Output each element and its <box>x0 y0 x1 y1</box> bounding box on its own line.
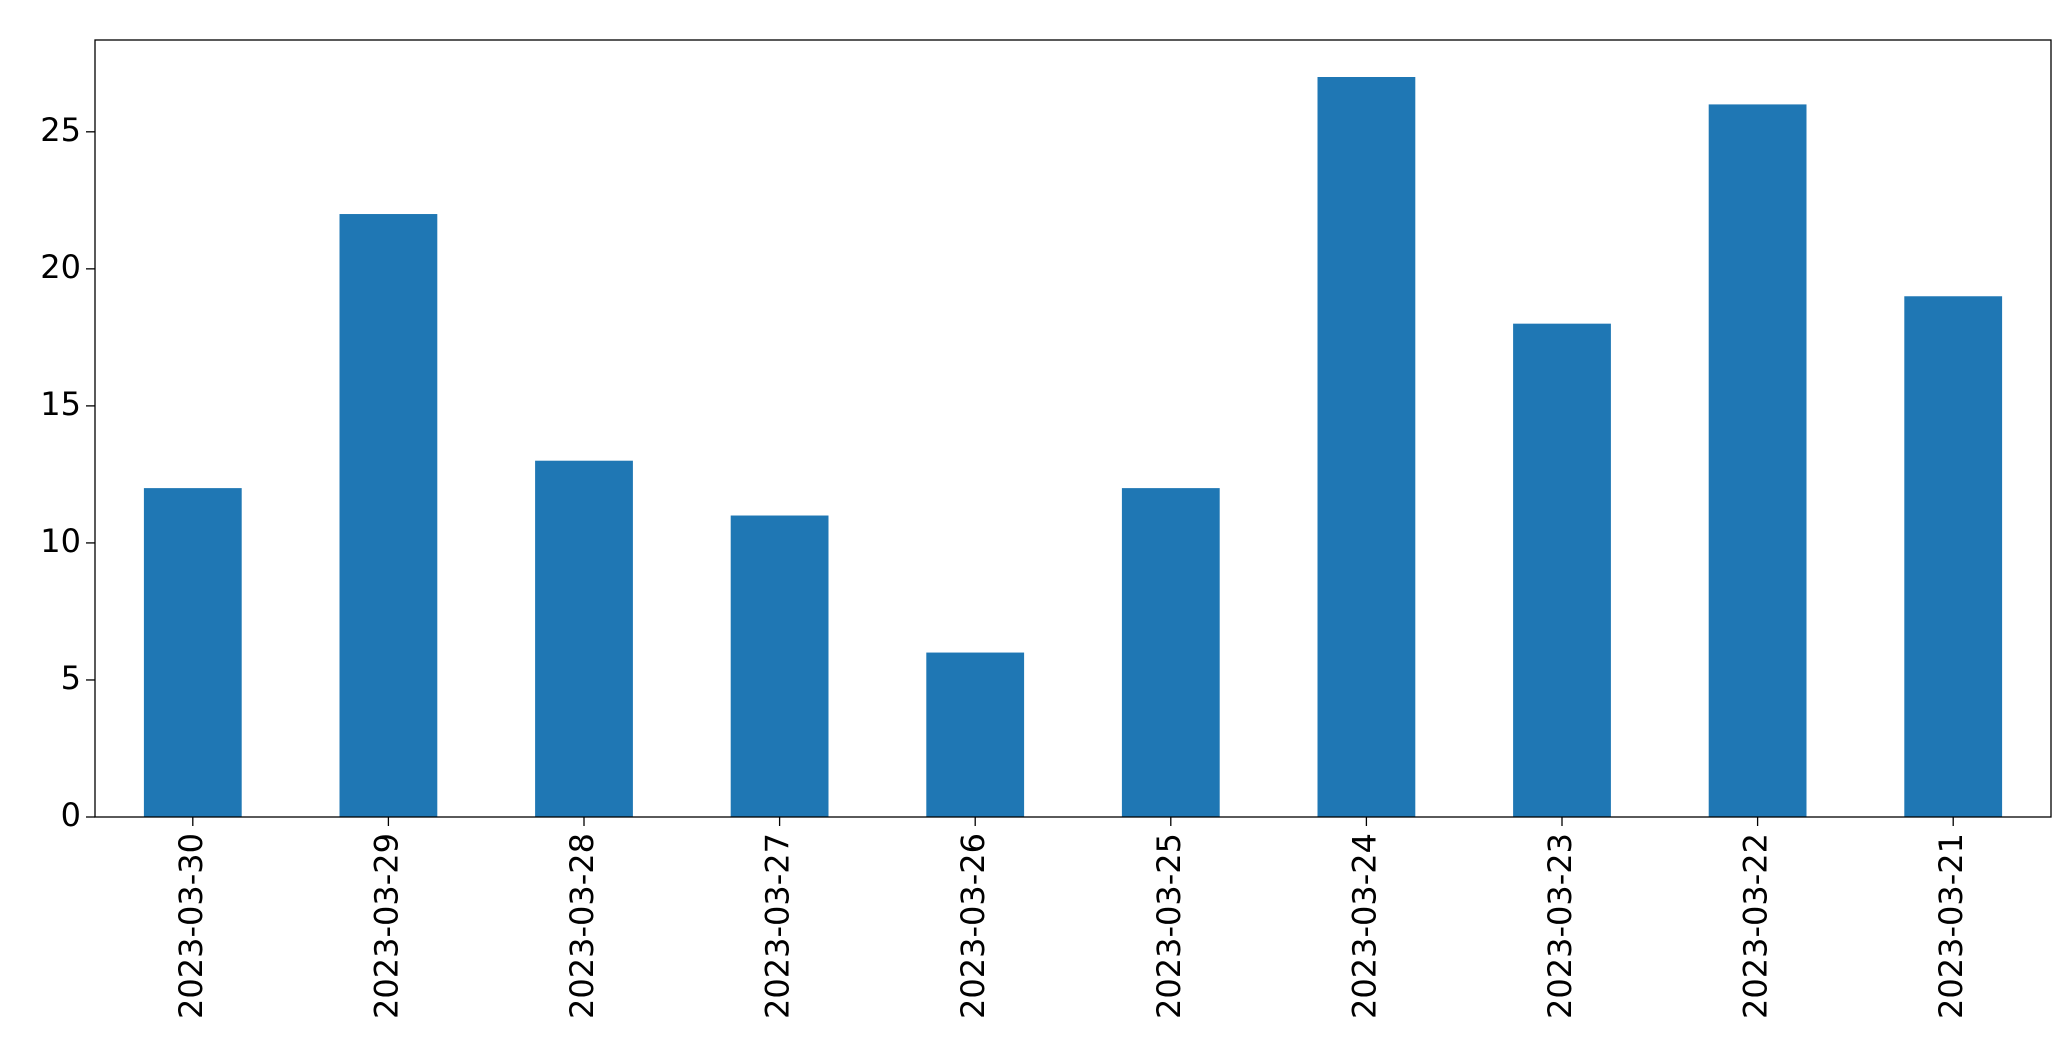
bar <box>1708 104 1807 817</box>
x-tick-label: 2023-03-24 <box>1345 833 1383 1019</box>
x-tick-label: 2023-03-27 <box>759 833 797 1019</box>
x-tick-label: 2023-03-30 <box>172 833 210 1019</box>
y-tick-label: 5 <box>61 659 81 697</box>
bar <box>535 460 633 817</box>
bar <box>1317 77 1416 817</box>
bar <box>926 652 1025 817</box>
x-tick-label: 2023-03-29 <box>367 833 405 1019</box>
bar <box>730 515 829 817</box>
axes-frame <box>94 39 2052 818</box>
y-tick-label: 0 <box>61 796 81 834</box>
bar <box>143 488 242 817</box>
y-tick-label: 15 <box>40 385 81 423</box>
y-tick-label: 25 <box>40 111 81 149</box>
x-tick-label: 2023-03-25 <box>1150 833 1188 1019</box>
x-tick-label: 2023-03-28 <box>563 833 601 1019</box>
bar <box>339 214 438 817</box>
bar <box>1121 488 1220 817</box>
x-tick-label: 2023-03-21 <box>1932 833 1970 1019</box>
y-tick-label: 10 <box>40 522 81 560</box>
x-tick-label: 2023-03-22 <box>1737 833 1775 1019</box>
x-tick-label: 2023-03-23 <box>1541 833 1579 1019</box>
x-tick-label: 2023-03-26 <box>954 833 992 1019</box>
bar <box>1513 323 1611 817</box>
y-tick-label: 20 <box>40 248 81 286</box>
bar <box>1904 296 2003 817</box>
